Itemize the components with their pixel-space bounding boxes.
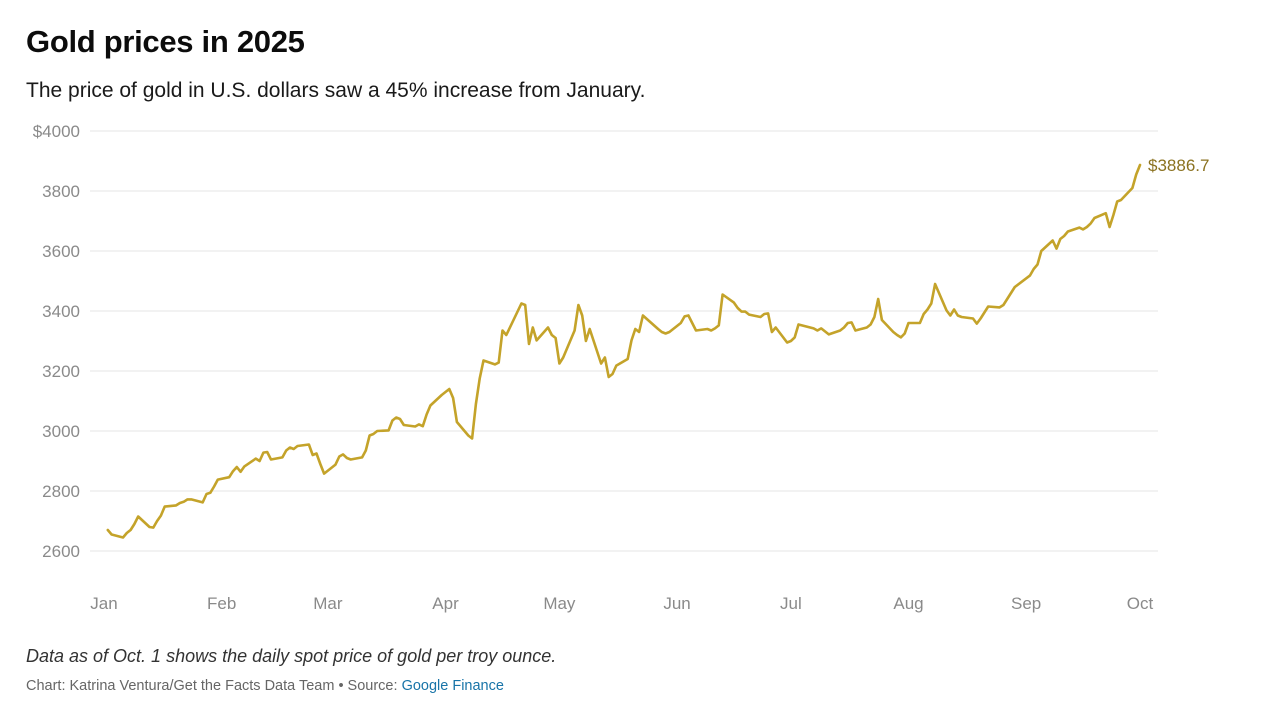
x-tick-label: Feb — [207, 594, 236, 613]
x-tick-label: May — [543, 594, 576, 613]
gold-price-line — [106, 163, 1142, 539]
x-tick-label: Jun — [663, 594, 690, 613]
chart-title: Gold prices in 2025 — [26, 24, 305, 59]
end-value-label: $3886.7 — [1148, 156, 1209, 175]
y-tick-label: 3800 — [42, 182, 80, 201]
x-axis-ticks: Jan Feb Mar Apr May Jun Jul Aug Sep Oct — [90, 594, 1153, 613]
y-tick-label: 2600 — [42, 542, 80, 561]
y-tick-label: 3400 — [42, 302, 80, 321]
y-tick-label: 3600 — [42, 242, 80, 261]
chart-gridlines — [90, 130, 1158, 552]
chart-credit: Chart: Katrina Ventura/Get the Facts Dat… — [26, 678, 504, 694]
y-tick-label: 3200 — [42, 362, 80, 381]
source-link[interactable]: Google Finance — [401, 678, 504, 694]
x-tick-label: Aug — [893, 594, 923, 613]
credit-text: Chart: Katrina Ventura/Get the Facts Dat… — [26, 678, 402, 694]
x-tick-label: Jul — [780, 594, 802, 613]
y-tick-label: 2800 — [42, 482, 80, 501]
chart-note: Data as of Oct. 1 shows the daily spot p… — [26, 646, 557, 666]
x-tick-label: Mar — [313, 594, 343, 613]
y-axis-ticks: 2600 2800 3000 3200 3400 3600 3800 $4000 — [33, 122, 80, 561]
line-chart: 2600 2800 3000 3200 3400 3600 3800 $4000 Jan Feb… — [33, 122, 1210, 613]
y-tick-label: $4000 — [33, 122, 80, 141]
y-tick-label: 3000 — [42, 422, 80, 441]
x-tick-label: Apr — [432, 594, 459, 613]
x-tick-label: Sep — [1011, 594, 1041, 613]
chart-subtitle: The price of gold in U.S. dollars saw a … — [26, 79, 646, 102]
x-tick-label: Jan — [90, 594, 117, 613]
x-tick-label: Oct — [1127, 594, 1154, 613]
